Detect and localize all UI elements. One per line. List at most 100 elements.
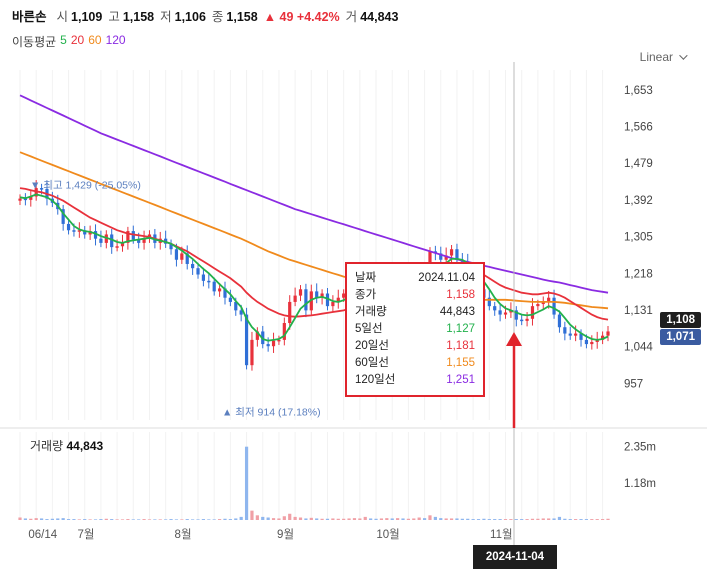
candle-body (455, 249, 459, 260)
volume-bar (223, 518, 227, 520)
volume-bar (547, 518, 551, 520)
candle (590, 335, 594, 350)
candle (574, 325, 578, 342)
candle (331, 295, 335, 312)
candle-body (250, 339, 254, 366)
change-value: ▲ 49 +4.42% (263, 10, 340, 24)
volume-bar (498, 519, 502, 520)
low-label: 저 (160, 10, 172, 24)
x-tick-label: 7월 (77, 528, 94, 541)
candle (223, 281, 227, 305)
volume-bar (487, 519, 491, 520)
candle-body (39, 188, 44, 190)
volume-bar (401, 518, 405, 520)
candle-body (23, 198, 27, 201)
x-tick-label: 10월 (376, 528, 399, 541)
ma60-label: 60 (88, 33, 102, 47)
candle-body (590, 341, 594, 345)
candle-body (342, 293, 346, 298)
candle (23, 193, 27, 206)
volume-bar (239, 516, 243, 520)
x-tick-label: 11월 (490, 528, 513, 541)
candle-body (239, 310, 243, 315)
volume-bar (72, 519, 76, 520)
candle (282, 317, 286, 346)
candle-body (601, 335, 605, 340)
volume-bar (476, 519, 481, 520)
volume-bar (601, 519, 605, 520)
candle-body (266, 344, 270, 347)
price-tag-close: 1,108 (660, 312, 701, 328)
volume-bar (503, 519, 508, 520)
candle-body (568, 333, 572, 336)
candle (169, 239, 173, 255)
volume-bar (574, 519, 578, 520)
volume-bar (23, 518, 27, 520)
volume-bar (331, 518, 335, 520)
volume-bar (277, 518, 281, 520)
candle-body (557, 314, 562, 328)
volume-bar (250, 510, 254, 520)
tooltip-row-volume: 거래량 44,843 (355, 306, 475, 318)
volume-bar (309, 517, 313, 520)
volume-bar (83, 519, 87, 520)
candle (207, 272, 211, 289)
volume-bar (584, 519, 589, 520)
moving-average-legend[interactable]: 이동평균 5 20 60 120 (12, 33, 126, 50)
volume-bar (110, 519, 114, 520)
candle-body (142, 238, 146, 243)
volume-bar (137, 519, 141, 520)
volume-bar (34, 518, 38, 520)
candle-body (137, 239, 141, 243)
volume-bar (466, 518, 470, 520)
volume-bar (298, 517, 303, 520)
candle (228, 289, 232, 307)
y-tick-label: 1,218 (624, 268, 653, 280)
candle-body (72, 230, 76, 232)
candle-body (574, 333, 578, 336)
volume-bar (525, 519, 529, 520)
candle-body (228, 297, 232, 302)
ma120-line (19, 94, 609, 294)
candle-body (320, 293, 324, 298)
volume-bar (390, 518, 394, 520)
volume-bar (520, 519, 524, 520)
volume-bar (552, 518, 556, 520)
volume-bar (77, 519, 81, 520)
price-tag-ma: 1,071 (660, 329, 701, 345)
volume-bar (379, 518, 384, 520)
candle-body (83, 230, 87, 235)
candle (288, 295, 292, 330)
y-tick-label: 1,392 (624, 195, 653, 207)
volume-bar (563, 518, 567, 520)
close-value: 1,158 (226, 10, 258, 24)
candle-body (223, 288, 227, 298)
high-label: 고 (108, 10, 120, 24)
candle-body (520, 319, 524, 322)
volume-bar (228, 519, 232, 520)
candle (271, 332, 276, 353)
candle (201, 267, 206, 287)
candle (304, 283, 308, 318)
high-value: 1,158 (122, 10, 155, 24)
volume-bar (385, 518, 389, 520)
candle-body (212, 281, 216, 292)
candle-body (115, 246, 119, 248)
candle-body (277, 339, 281, 342)
candle-body (525, 318, 529, 321)
stock-name: 바른손 (12, 10, 47, 24)
volume-bar (514, 519, 518, 520)
candle (126, 226, 130, 250)
volume-bar (422, 518, 427, 520)
candle-body (185, 253, 189, 264)
volume-bar (557, 516, 562, 520)
candle-body (547, 297, 551, 302)
volume-bar (347, 518, 351, 520)
x-tick-label: 06/14 (28, 529, 57, 541)
candle (93, 224, 98, 246)
open-label: 시 (56, 10, 69, 24)
volume-bar (449, 518, 454, 520)
candle (293, 287, 297, 307)
scale-dropdown[interactable]: Linear (640, 50, 688, 64)
candle-body (234, 301, 238, 311)
